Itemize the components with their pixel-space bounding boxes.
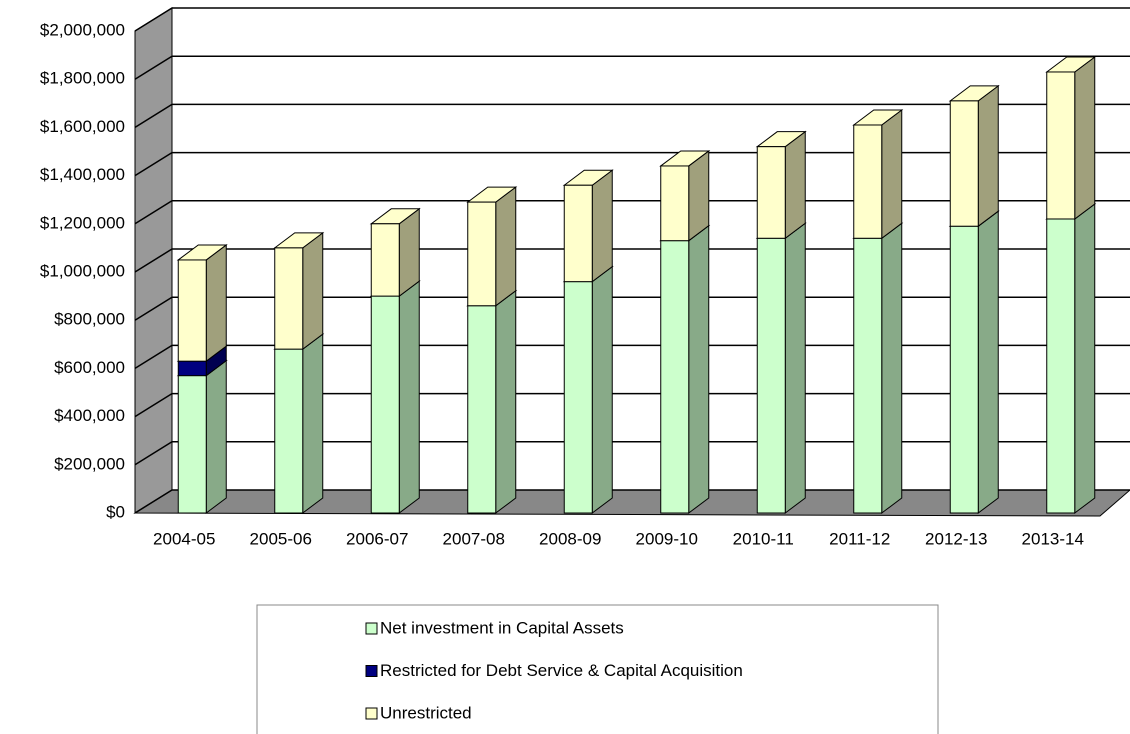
bar-side	[205, 243, 227, 363]
bar	[370, 295, 400, 514]
y-tick-label: $600,000	[54, 358, 125, 377]
bar-side	[784, 130, 806, 240]
bar	[1046, 218, 1076, 514]
bar	[563, 281, 593, 514]
bar	[660, 240, 690, 514]
bar	[949, 225, 979, 514]
bar-side	[688, 149, 710, 242]
grid-line	[134, 344, 1130, 370]
grid-line	[134, 200, 1130, 225]
grid-line	[134, 441, 1130, 466]
grid-line	[134, 489, 1130, 514]
bar-side	[977, 210, 999, 514]
bar	[949, 100, 979, 227]
bar-side	[398, 280, 420, 514]
bar	[177, 375, 207, 514]
y-tick-label: $1,000,000	[40, 261, 125, 280]
bar-side	[495, 289, 517, 514]
y-tick-label: $1,800,000	[40, 69, 125, 88]
bar	[563, 184, 593, 283]
bar-side	[1074, 202, 1096, 514]
y-tick-label: $400,000	[54, 406, 125, 425]
grid-line	[134, 248, 1130, 273]
x-tick-label: 2010-11	[733, 529, 794, 548]
x-tick-label: 2008-09	[539, 529, 601, 548]
bar	[467, 201, 497, 307]
bar	[756, 146, 786, 239]
grid-line	[134, 103, 1130, 129]
y-tick-label: $2,000,000	[40, 20, 125, 39]
x-tick-label: 2004-05	[153, 529, 215, 548]
x-tick-label: 2006-07	[346, 529, 408, 548]
bar-side	[495, 186, 517, 307]
legend-swatch	[365, 707, 378, 720]
bar	[853, 124, 883, 239]
bar-side	[302, 231, 324, 351]
bar-side	[881, 108, 903, 240]
legend-swatch	[365, 622, 378, 635]
bar	[177, 259, 207, 362]
bar-side	[1074, 55, 1096, 220]
x-tick-label: 2005-06	[250, 529, 312, 548]
bar	[1046, 71, 1076, 220]
bar-side	[302, 333, 324, 514]
bar	[853, 237, 883, 514]
y-tick-label: $1,400,000	[40, 165, 125, 184]
grid-line	[134, 296, 1130, 321]
x-tick-label: 2012-13	[925, 529, 987, 548]
bar	[756, 237, 786, 514]
y-tick-label: $1,200,000	[40, 213, 125, 232]
bar-side	[977, 84, 999, 228]
bar-side	[205, 359, 227, 514]
bar	[274, 348, 304, 514]
x-tick-label: 2009-10	[636, 529, 698, 548]
bar	[177, 360, 207, 377]
bar-side	[591, 169, 613, 283]
legend-swatch	[365, 665, 378, 677]
bar-side	[591, 265, 613, 514]
grid-line	[134, 392, 1130, 418]
x-tick-label: 2011-12	[829, 529, 890, 548]
legend-label: Unrestricted	[380, 703, 472, 722]
grid-line	[134, 151, 1130, 177]
bar-side	[688, 224, 710, 514]
grid-line	[134, 55, 1130, 80]
legend-label: Net investment in Capital Assets	[380, 618, 624, 637]
x-tick-label: 2007-08	[443, 529, 505, 548]
bar	[274, 247, 304, 350]
legend-label: Restricted for Debt Service & Capital Ac…	[380, 661, 743, 680]
y-tick-label: $800,000	[54, 310, 125, 329]
y-tick-label: $0	[106, 502, 125, 521]
y-tick-label: $1,600,000	[40, 117, 125, 136]
bar	[660, 165, 690, 242]
bar-side	[881, 222, 903, 514]
bar-side	[784, 222, 806, 514]
x-tick-label: 2013-14	[1022, 529, 1084, 548]
y-tick-label: $200,000	[54, 454, 125, 473]
bar	[467, 305, 497, 514]
grid-line	[134, 7, 1130, 32]
bar	[370, 223, 400, 297]
